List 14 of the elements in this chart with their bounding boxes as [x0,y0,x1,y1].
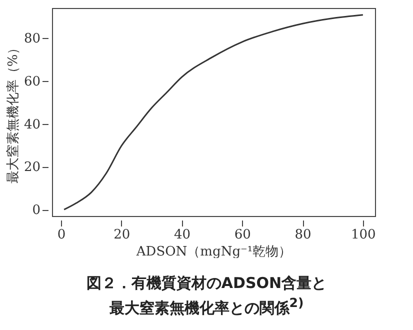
x-tick-label: 0 [57,228,66,242]
y-tick-label: 0 [32,203,40,218]
y-tick-label: 80 [24,32,40,47]
x-tick-label: 100 [351,228,376,242]
x-tick-label: 60 [234,228,251,242]
y-tick-label: 60 [24,74,40,90]
x-tick-label: 40 [174,228,191,242]
x-tick-label: 80 [294,228,312,242]
y-tick-label: 40 [24,117,40,132]
line-series [63,14,364,210]
y-axis-title: 最大窒素無機化率（%） [4,41,21,184]
x-tick-label: 20 [114,228,130,242]
text: 図２．有機質資材のADSON含量と最大窒素無機化率との関係$^{2)}$ [85,274,328,318]
y-tick-label: 20 [24,160,40,176]
